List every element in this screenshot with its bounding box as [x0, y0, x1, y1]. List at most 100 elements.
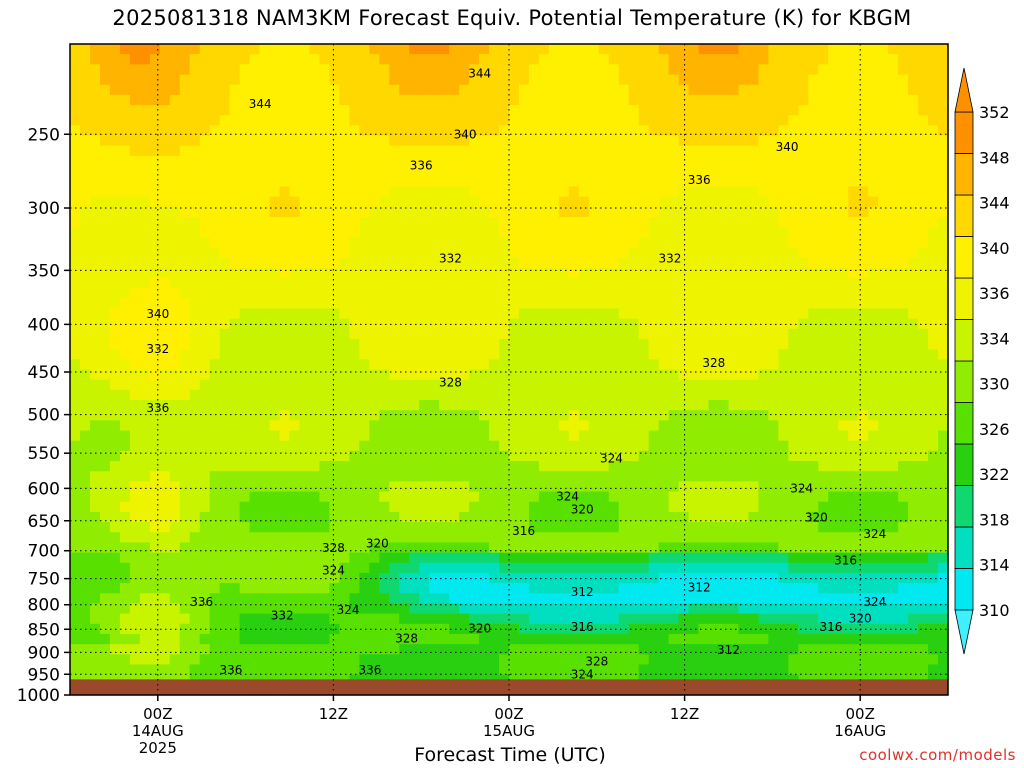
field-cell [798, 44, 809, 55]
field-cell [399, 166, 410, 177]
field-cell [349, 379, 360, 391]
field-cell [419, 623, 430, 635]
field-cell [818, 166, 829, 177]
field-cell [169, 644, 181, 655]
field-cell [489, 257, 500, 269]
field-cell [708, 603, 720, 615]
field-cell [79, 84, 91, 96]
field-cell [289, 603, 301, 615]
field-cell [299, 196, 311, 208]
field-cell [668, 623, 680, 635]
field-cell [189, 562, 201, 574]
field-cell [509, 583, 520, 594]
field-cell [718, 511, 730, 523]
field-cell [349, 369, 360, 381]
field-cell [728, 430, 740, 442]
field-cell [309, 196, 321, 208]
field-cell [399, 481, 410, 493]
field-cell [728, 196, 740, 208]
field-cell [369, 145, 380, 157]
field-cell [598, 328, 610, 340]
field-cell [728, 298, 740, 310]
field-cell [419, 552, 430, 564]
field-cell [628, 257, 640, 269]
field-cell [369, 461, 380, 472]
field-cell [389, 440, 400, 452]
field-cell [479, 532, 490, 544]
field-cell [129, 115, 141, 126]
field-cell [149, 257, 161, 269]
field-cell [668, 267, 680, 279]
field-cell [329, 572, 340, 584]
field-cell [828, 440, 839, 452]
field-cell [89, 74, 101, 86]
field-cell [109, 613, 121, 625]
field-cell [149, 328, 161, 340]
field-cell [678, 267, 690, 279]
field-cell [359, 623, 370, 635]
field-cell [349, 633, 360, 645]
field-cell [379, 389, 390, 401]
field-cell [239, 481, 251, 493]
field-cell [578, 379, 590, 391]
field-cell [848, 64, 859, 76]
field-cell [139, 379, 151, 391]
field-cell [738, 664, 750, 676]
field-cell [738, 54, 750, 65]
field-cell [239, 400, 251, 411]
field-cell [698, 603, 710, 615]
field-cell [658, 532, 670, 544]
field-cell [698, 308, 710, 320]
field-cell [409, 247, 420, 259]
field-cell [499, 593, 510, 605]
field-cell [269, 644, 281, 655]
field-cell [409, 644, 420, 655]
field-cell [419, 359, 430, 371]
field-cell [109, 298, 121, 310]
field-cell [698, 237, 710, 249]
field-cell [748, 247, 760, 259]
field-cell [429, 552, 440, 564]
field-cell [119, 410, 131, 421]
field-cell [259, 216, 271, 228]
field-cell [828, 603, 839, 615]
field-cell [269, 593, 281, 605]
field-cell [658, 501, 670, 513]
field-cell [219, 277, 231, 289]
field-cell [588, 54, 600, 65]
field-cell [588, 400, 600, 411]
field-cell [668, 481, 680, 493]
field-cell [608, 562, 620, 574]
field-cell [798, 532, 809, 544]
field-cell [459, 511, 470, 523]
field-cell [538, 176, 550, 188]
field-cell [708, 44, 720, 55]
field-cell [239, 603, 251, 615]
field-cell [828, 277, 839, 289]
field-cell [578, 583, 590, 594]
field-cell [808, 64, 819, 76]
field-cell [818, 532, 829, 544]
field-cell [269, 511, 281, 523]
field-cell [568, 288, 580, 299]
field-cell [798, 196, 809, 208]
field-cell [768, 277, 779, 289]
field-cell [688, 481, 700, 493]
field-cell [518, 257, 530, 269]
field-cell [379, 125, 390, 137]
field-cell [109, 227, 121, 238]
field-cell [339, 664, 350, 676]
field-cell [518, 420, 530, 432]
field-cell [429, 115, 440, 126]
field-cell [159, 206, 171, 218]
field-cell [319, 633, 331, 645]
field-cell [758, 471, 770, 482]
field-cell [109, 471, 121, 482]
field-cell [578, 522, 590, 533]
field-cell [329, 379, 340, 391]
field-cell [249, 389, 261, 401]
field-cell [828, 166, 839, 177]
field-cell [79, 613, 91, 625]
field-cell [668, 369, 680, 381]
field-cell [518, 471, 530, 482]
